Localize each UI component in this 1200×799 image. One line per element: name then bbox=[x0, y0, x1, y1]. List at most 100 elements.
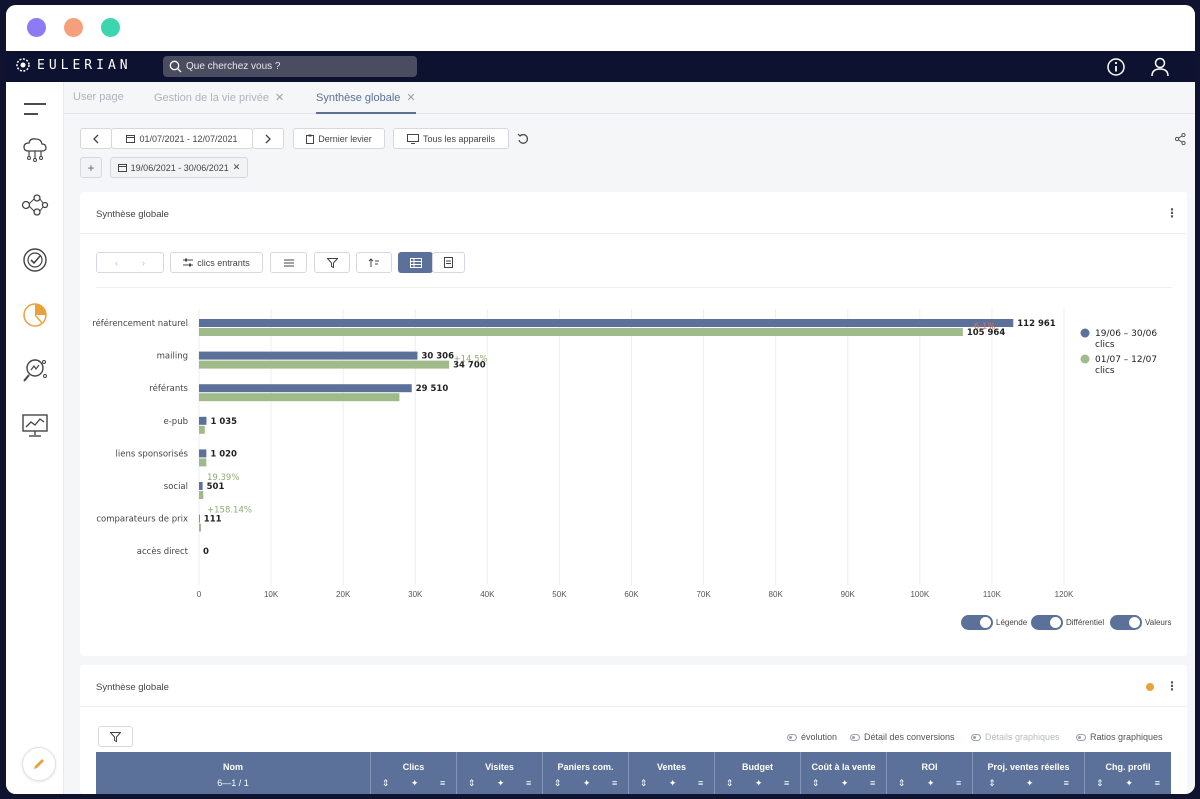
workflow-icon[interactable] bbox=[20, 190, 50, 220]
radio-icon bbox=[1076, 733, 1086, 741]
pin-icon[interactable]: ✦ bbox=[496, 778, 505, 788]
cloud-network-icon[interactable] bbox=[20, 134, 50, 164]
pin-icon[interactable]: ✦ bbox=[1025, 778, 1034, 788]
pin-icon[interactable]: ✦ bbox=[754, 778, 763, 788]
column-clics[interactable]: Clics ⇕ ✦ ≡ bbox=[371, 752, 457, 794]
menu-icon[interactable]: ≡ bbox=[869, 778, 876, 788]
prev-period-button[interactable] bbox=[80, 128, 112, 149]
toggle-valeurs[interactable]: Valeurs bbox=[1110, 615, 1172, 630]
column-ventes[interactable]: Ventes ⇕ ✦ ≡ bbox=[629, 752, 715, 794]
more-options-icon[interactable]: ⋮ bbox=[1166, 679, 1178, 693]
close-icon[interactable]: ✕ bbox=[232, 162, 241, 172]
pie-chart-icon[interactable] bbox=[20, 300, 50, 330]
toggle-switch[interactable] bbox=[1031, 615, 1063, 630]
menu-icon[interactable]: ≡ bbox=[783, 778, 790, 788]
share-icon[interactable] bbox=[1175, 133, 1186, 145]
window-dot-orange[interactable] bbox=[64, 18, 83, 37]
add-compare-button[interactable]: + bbox=[80, 157, 102, 178]
sort-icon[interactable]: ⇕ bbox=[553, 778, 562, 788]
column-chg-profil[interactable]: Chg. profil ⇕ ✦ ≡ bbox=[1085, 752, 1171, 794]
close-icon[interactable]: ✕ bbox=[406, 92, 416, 104]
option-detail-conversions[interactable]: Détail des conversions bbox=[850, 732, 955, 742]
filter-button[interactable] bbox=[314, 252, 350, 273]
user-icon[interactable] bbox=[1150, 56, 1170, 78]
column-visites[interactable]: Visites ⇕ ✦ ≡ bbox=[457, 752, 543, 794]
column-budget[interactable]: Budget ⇕ ✦ ≡ bbox=[715, 752, 801, 794]
category-label: social bbox=[164, 482, 188, 492]
tab-label: Gestion de la vie privée bbox=[154, 91, 269, 104]
metric-selector-button[interactable]: clics entrants bbox=[170, 252, 263, 273]
toggle-switch[interactable] bbox=[1110, 615, 1142, 630]
pin-icon[interactable]: ✦ bbox=[410, 778, 419, 788]
sort-icon[interactable]: ⇕ bbox=[467, 778, 476, 788]
compare-range-chip[interactable]: 19/06/2021 - 30/06/2021 ✕ bbox=[110, 157, 248, 178]
value-label: 105 964 bbox=[967, 328, 1006, 338]
window-dot-green[interactable] bbox=[101, 18, 120, 37]
search-bar[interactable] bbox=[163, 56, 417, 77]
edit-button[interactable] bbox=[22, 747, 56, 781]
sort-icon[interactable]: ⇕ bbox=[725, 778, 734, 788]
more-options-icon[interactable]: ⋮ bbox=[1166, 206, 1178, 220]
sort-icon[interactable]: ⇕ bbox=[1095, 778, 1104, 788]
column-paniers[interactable]: Paniers com. ⇕ ✦ ≡ bbox=[543, 752, 629, 794]
chevron-right-icon[interactable]: › bbox=[142, 257, 145, 268]
menu-icon[interactable]: ≡ bbox=[697, 778, 704, 788]
toggle-switch[interactable] bbox=[961, 615, 993, 630]
option-evolution[interactable]: évolution bbox=[787, 732, 837, 742]
bar-period-2 bbox=[199, 523, 202, 532]
menu-icon[interactable]: ≡ bbox=[1154, 778, 1161, 788]
monitor-chart-icon[interactable] bbox=[20, 410, 50, 440]
devices-button[interactable]: Tous les appareils bbox=[393, 128, 509, 149]
column-cout-vente[interactable]: Coût à la vente ⇕ ✦ ≡ bbox=[801, 752, 887, 794]
app-window: EULERIAN bbox=[6, 5, 1195, 794]
menu-icon[interactable]: ≡ bbox=[439, 778, 446, 788]
list-view-button[interactable] bbox=[270, 252, 307, 273]
close-icon[interactable]: ✕ bbox=[274, 92, 285, 104]
tab-user-page[interactable]: User page bbox=[73, 91, 124, 103]
sort-button[interactable] bbox=[356, 252, 392, 273]
pin-icon[interactable]: ✦ bbox=[840, 778, 849, 788]
column-roi[interactable]: ROI ⇕ ✦ ≡ bbox=[887, 752, 973, 794]
sort-icon[interactable]: ⇕ bbox=[988, 778, 996, 788]
sort-icon[interactable]: ⇕ bbox=[897, 778, 906, 788]
menu-icon[interactable] bbox=[20, 94, 50, 124]
info-icon[interactable] bbox=[1106, 57, 1126, 77]
value-label: 34 700 bbox=[453, 361, 486, 371]
pin-icon[interactable]: ✦ bbox=[668, 778, 677, 788]
column-nom[interactable]: Nom 6—1 / 1 bbox=[96, 752, 371, 794]
main-area: User page Gestion de la vie privée ✕ Synt… bbox=[64, 82, 1195, 794]
toggle-legende[interactable]: Légende bbox=[961, 615, 1027, 630]
bar-period-1 bbox=[199, 482, 203, 490]
option-details-graphiques[interactable]: Détails graphiques bbox=[971, 732, 1060, 742]
logo[interactable]: EULERIAN bbox=[15, 57, 132, 73]
pin-icon[interactable]: ✦ bbox=[1125, 778, 1133, 788]
menu-icon[interactable]: ≡ bbox=[955, 778, 962, 788]
radio-icon bbox=[850, 733, 860, 741]
sidebar bbox=[6, 82, 64, 794]
date-range-button[interactable]: 01/07/2021 - 12/07/2021 bbox=[111, 128, 253, 149]
table-filter-button[interactable] bbox=[98, 726, 133, 747]
dernier-levier-button[interactable]: Dernier levier bbox=[293, 128, 385, 149]
export-button[interactable] bbox=[432, 252, 465, 273]
pin-icon[interactable]: ✦ bbox=[582, 778, 591, 788]
column-proj-ventes[interactable]: Proj. ventes réelles ⇕ ✦ ≡ bbox=[973, 752, 1085, 794]
sort-icon[interactable]: ⇕ bbox=[639, 778, 648, 788]
toggle-differentiel[interactable]: Différentiel bbox=[1031, 615, 1104, 630]
search-analytics-icon[interactable] bbox=[20, 355, 50, 385]
tab-gestion-vie-privee[interactable]: Gestion de la vie privée ✕ bbox=[154, 91, 285, 105]
reset-icon[interactable] bbox=[517, 133, 529, 145]
tab-synthese-globale[interactable]: Synthèse globale ✕ bbox=[316, 91, 416, 114]
toolbar-divider bbox=[96, 287, 1172, 288]
next-period-button[interactable] bbox=[252, 128, 284, 149]
pin-icon[interactable]: ✦ bbox=[926, 778, 935, 788]
window-dot-purple[interactable] bbox=[27, 18, 46, 37]
option-ratios-graphiques[interactable]: Ratios graphiques bbox=[1076, 732, 1163, 742]
sort-icon[interactable]: ⇕ bbox=[381, 778, 390, 788]
search-input[interactable] bbox=[186, 61, 406, 72]
menu-icon[interactable]: ≡ bbox=[611, 778, 618, 788]
menu-icon[interactable]: ≡ bbox=[1063, 778, 1069, 788]
target-check-icon[interactable] bbox=[20, 245, 50, 275]
chevron-left-icon[interactable]: ‹ bbox=[115, 257, 118, 268]
sort-icon[interactable]: ⇕ bbox=[811, 778, 820, 788]
menu-icon[interactable]: ≡ bbox=[525, 778, 532, 788]
